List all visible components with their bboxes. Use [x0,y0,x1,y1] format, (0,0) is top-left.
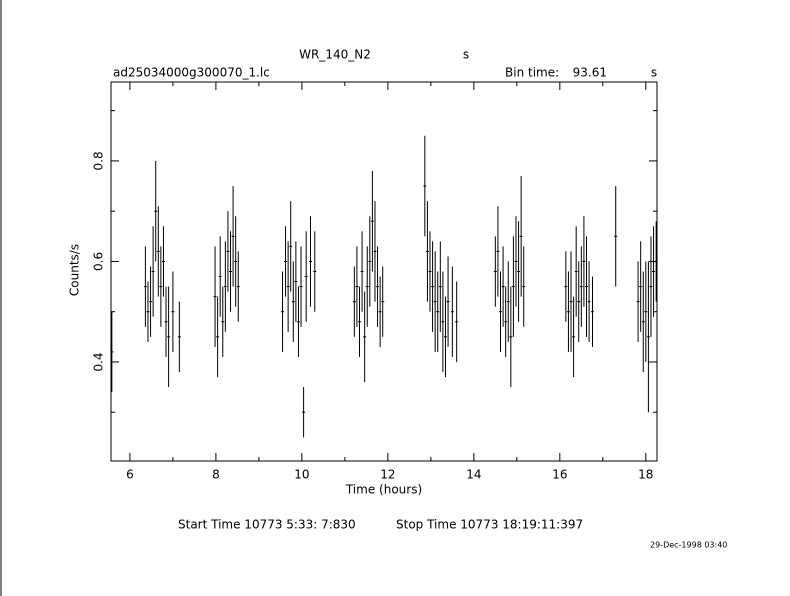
y-tick-label: 0.8 [92,151,106,170]
x-tick-label: 18 [638,468,653,482]
x-axis-label: Time (hours) [345,483,422,497]
filename: ad25034000g300070_1.lc [113,66,270,80]
start-time: Start Time 10773 5:33: 7:830 [178,518,356,532]
x-tick-label: 10 [294,468,309,482]
x-tick-label: 8 [212,468,220,482]
y-tick-label: 0.4 [92,352,106,371]
plot-frame [110,81,658,462]
x-tick-label: 16 [552,468,567,482]
y-tick-label: 0.6 [92,252,106,271]
y-axis-label: Counts/s [68,244,82,296]
title-unit: s [463,48,469,62]
bin-time-label: Bin time: [505,66,559,80]
bin-time-unit: s [651,66,657,80]
stop-time: Stop Time 10773 18:19:11:397 [396,518,583,532]
bin-time: 93.61 [573,66,607,80]
date: 29-Dec-1998 03:40 [650,541,727,550]
x-tick-label: 6 [126,468,134,482]
x-tick-label: 14 [466,468,481,482]
chart-title: WR_140_N2 [299,48,371,62]
x-tick-label: 12 [380,468,395,482]
